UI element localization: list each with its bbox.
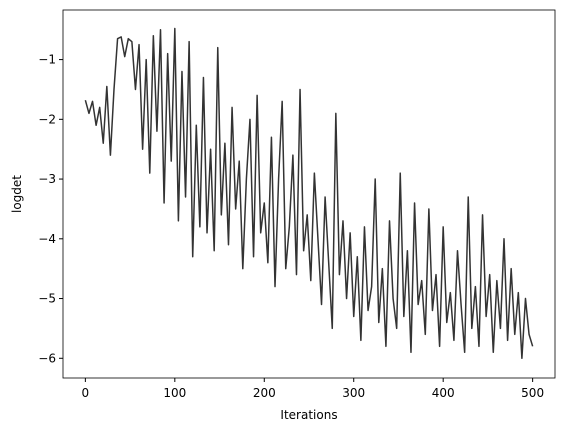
y-tick-label: −1 xyxy=(38,53,56,67)
line xyxy=(84,27,534,360)
x-tick-label: 200 xyxy=(253,386,276,400)
y-tick-label: −3 xyxy=(38,172,56,186)
x-tick-label: 0 xyxy=(82,386,90,400)
axes-frame xyxy=(62,9,556,379)
x-tick-label: 500 xyxy=(521,386,544,400)
y-tick-label: −2 xyxy=(38,112,56,126)
x-tick-label: 100 xyxy=(163,386,186,400)
y-tick-label: −5 xyxy=(38,292,56,306)
y-tick-label: −4 xyxy=(38,232,56,246)
y-axis-label: logdet xyxy=(10,175,24,213)
x-axis-label: Iterations xyxy=(280,408,337,422)
x-tick-label: 400 xyxy=(432,386,455,400)
x-tick-label: 300 xyxy=(342,386,365,400)
y-tick-label: −6 xyxy=(38,351,56,365)
